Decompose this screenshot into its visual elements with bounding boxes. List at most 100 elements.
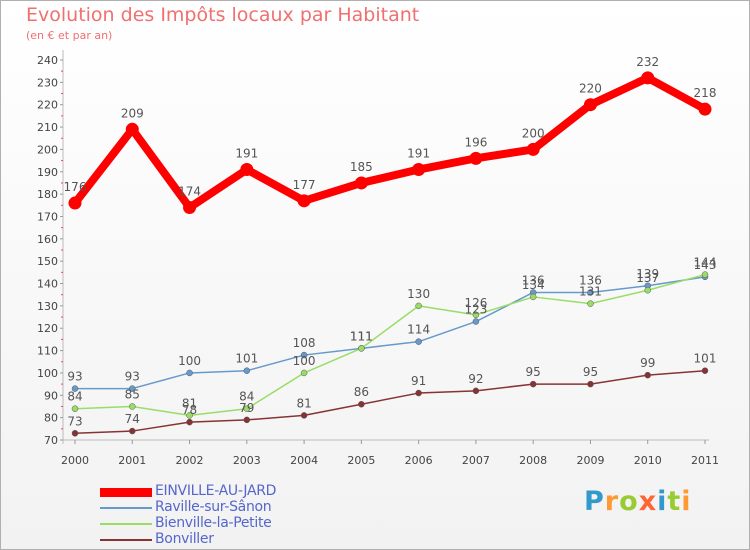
x-tick-label: 2005 [347, 454, 375, 467]
logo-letter: x [638, 486, 658, 517]
proxiti-logo: Proxiti [584, 486, 692, 517]
legend-swatch [100, 507, 152, 509]
y-tick-label: 110 [37, 345, 58, 358]
data-label: 209 [121, 106, 144, 120]
data-point [701, 271, 709, 278]
data-point [300, 369, 308, 377]
data-point [129, 427, 136, 435]
y-tick-label: 190 [37, 166, 58, 179]
data-label: 220 [579, 82, 602, 96]
data-label: 108 [293, 336, 316, 350]
y-tick-label: 150 [37, 255, 58, 268]
data-label: 78 [182, 403, 197, 417]
chart-subtitle: (en € et par an) [26, 29, 113, 42]
data-point [243, 405, 251, 412]
logo-letter: t [667, 486, 682, 517]
data-label: 196 [464, 135, 487, 149]
y-tick-label: 140 [37, 278, 58, 291]
legend-swatch [100, 539, 152, 541]
data-label: 86 [354, 385, 369, 399]
data-label: 81 [296, 396, 311, 410]
data-point [529, 380, 537, 388]
y-tick-label: 100 [37, 367, 58, 380]
x-tick-label: 2011 [691, 454, 719, 467]
data-label: 93 [125, 370, 140, 384]
x-tick-label: 2007 [462, 454, 490, 467]
data-label: 84 [67, 390, 82, 404]
y-tick-label: 220 [37, 99, 58, 112]
data-label: 174 [178, 185, 201, 199]
logo-letter: P [584, 486, 605, 517]
data-label: 218 [694, 86, 717, 100]
data-label: 99 [640, 356, 655, 370]
data-label: 95 [526, 365, 541, 379]
data-point [587, 380, 594, 388]
x-tick-label: 2002 [176, 454, 204, 467]
data-label: 185 [350, 160, 373, 174]
x-tick-label: 2010 [634, 454, 662, 467]
x-tick-label: 2001 [118, 454, 146, 467]
data-label: 131 [579, 285, 602, 299]
data-point [415, 338, 422, 345]
data-label: 144 [694, 256, 717, 270]
data-label: 73 [67, 414, 82, 428]
data-label: 191 [407, 147, 430, 161]
y-tick-label: 200 [37, 143, 58, 156]
data-point [186, 369, 193, 377]
x-tick-label: 2003 [233, 454, 261, 467]
data-point [358, 400, 365, 408]
series-line [75, 276, 706, 390]
data-point [472, 387, 480, 395]
data-point [701, 367, 709, 374]
y-tick-label: 210 [37, 121, 58, 134]
legend-swatch [100, 487, 152, 497]
legend-item-raville: Raville-sur-Sânon [100, 499, 360, 516]
data-point [644, 371, 651, 379]
data-point [71, 385, 79, 392]
data-point [243, 367, 251, 374]
data-point [472, 311, 480, 319]
data-point [587, 289, 594, 296]
data-point [71, 430, 79, 437]
data-point [297, 194, 311, 208]
data-point [243, 416, 251, 424]
legend-swatch [100, 523, 152, 525]
data-point [129, 385, 136, 392]
data-point [300, 351, 308, 359]
data-point [358, 345, 365, 352]
y-tick-label: 240 [37, 54, 58, 67]
data-point [68, 196, 82, 210]
legend: EINVILLE-AU-JARD Raville-sur-Sânon Bienv… [100, 483, 360, 548]
data-label: 191 [235, 147, 258, 161]
data-label: 84 [239, 390, 254, 404]
data-label: 137 [636, 271, 659, 285]
x-tick-label: 2008 [519, 454, 547, 467]
x-tick-label: 2000 [61, 454, 89, 467]
y-tick-label: 70 [44, 434, 58, 447]
y-tick-label: 160 [37, 233, 58, 246]
data-point [300, 412, 308, 419]
data-point [644, 286, 651, 294]
data-label: 123 [464, 303, 487, 317]
y-tick-label: 90 [44, 389, 58, 402]
data-label: 136 [522, 273, 545, 287]
data-label: 74 [125, 412, 140, 426]
data-label: 100 [293, 354, 316, 368]
data-label: 100 [178, 354, 201, 368]
logo-letter: r [604, 486, 620, 517]
data-point [641, 71, 655, 85]
chart-title: Evolution des Impôts locaux par Habitant [26, 4, 420, 26]
data-point [415, 302, 422, 310]
data-point [412, 163, 426, 177]
data-label: 95 [583, 365, 598, 379]
data-point [472, 318, 480, 325]
y-tick-label: 170 [37, 210, 58, 223]
data-label: 92 [468, 372, 483, 386]
data-label: 126 [464, 296, 487, 310]
data-label: 79 [239, 401, 254, 415]
legend-label: EINVILLE-AU-JARD [155, 483, 277, 499]
data-label: 114 [407, 323, 430, 337]
data-label: 136 [579, 273, 602, 287]
legend-item-bienville: Bienville-la-Petite [100, 515, 360, 532]
y-tick-label: 180 [37, 188, 58, 201]
